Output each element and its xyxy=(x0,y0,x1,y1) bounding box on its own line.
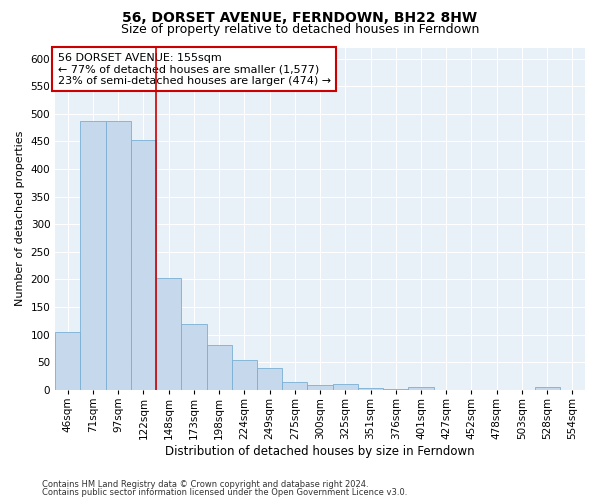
Bar xyxy=(358,388,383,390)
Bar xyxy=(206,344,232,390)
Bar xyxy=(307,385,332,390)
X-axis label: Distribution of detached houses by size in Ferndown: Distribution of detached houses by size … xyxy=(165,444,475,458)
Text: Contains HM Land Registry data © Crown copyright and database right 2024.: Contains HM Land Registry data © Crown c… xyxy=(42,480,368,489)
Bar xyxy=(282,382,307,390)
Bar xyxy=(181,324,206,390)
Bar xyxy=(106,121,131,390)
Text: 56 DORSET AVENUE: 155sqm
← 77% of detached houses are smaller (1,577)
23% of sem: 56 DORSET AVENUE: 155sqm ← 77% of detach… xyxy=(58,52,331,86)
Bar xyxy=(232,360,257,390)
Y-axis label: Number of detached properties: Number of detached properties xyxy=(15,131,25,306)
Bar xyxy=(332,384,358,390)
Bar xyxy=(80,121,106,390)
Bar xyxy=(535,386,560,390)
Bar xyxy=(409,387,434,390)
Bar xyxy=(131,140,156,390)
Text: Size of property relative to detached houses in Ferndown: Size of property relative to detached ho… xyxy=(121,24,479,36)
Bar xyxy=(156,278,181,390)
Text: 56, DORSET AVENUE, FERNDOWN, BH22 8HW: 56, DORSET AVENUE, FERNDOWN, BH22 8HW xyxy=(122,12,478,26)
Text: Contains public sector information licensed under the Open Government Licence v3: Contains public sector information licen… xyxy=(42,488,407,497)
Bar xyxy=(55,332,80,390)
Bar xyxy=(257,368,282,390)
